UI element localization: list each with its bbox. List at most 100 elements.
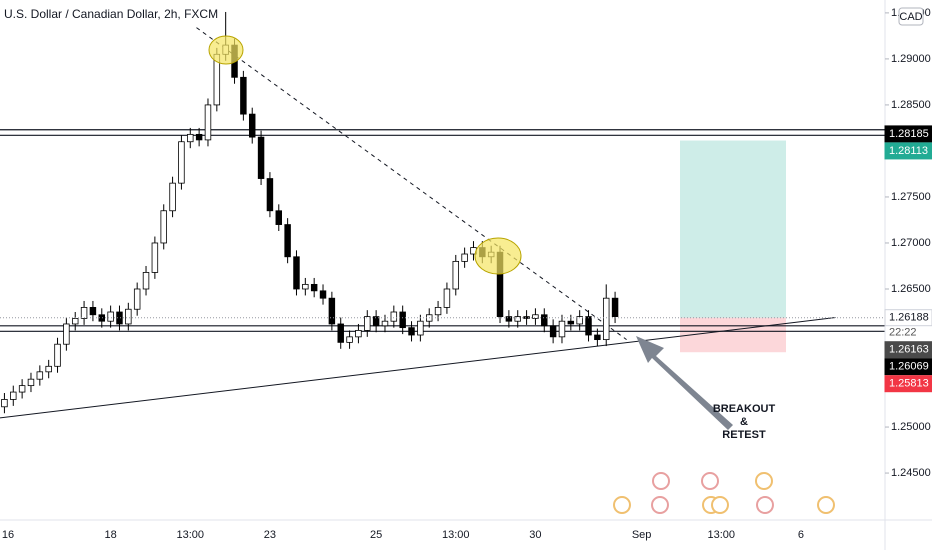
candle-body bbox=[27, 378, 35, 387]
price-label-box bbox=[884, 341, 932, 359]
candle-body bbox=[1, 399, 8, 408]
x-tick-label: 30 bbox=[529, 529, 541, 541]
candle-body bbox=[585, 316, 592, 336]
price-label-box bbox=[884, 142, 932, 160]
candle-body bbox=[18, 385, 26, 393]
candle-body bbox=[541, 314, 548, 327]
x-tick-label: Sep bbox=[632, 529, 652, 541]
candle-body bbox=[381, 320, 389, 327]
candle-body bbox=[284, 224, 291, 258]
candle-body bbox=[257, 136, 265, 179]
y-tick-label: 1.29000 bbox=[891, 53, 931, 65]
countdown: 22:22 bbox=[889, 327, 917, 339]
plot-area bbox=[0, 11, 885, 419]
candle-body bbox=[169, 182, 176, 212]
annotation: RETEST bbox=[722, 429, 766, 441]
x-tick-label: 13:00 bbox=[177, 529, 205, 541]
candle-body bbox=[187, 133, 194, 143]
price-label: 1.26163 bbox=[889, 344, 929, 356]
candle-body bbox=[558, 320, 566, 338]
candle-body bbox=[54, 343, 61, 367]
candle-body bbox=[461, 253, 468, 262]
candle-body bbox=[266, 178, 274, 212]
candle-body bbox=[248, 113, 256, 138]
candle-body bbox=[310, 283, 318, 292]
candle-body bbox=[195, 133, 203, 141]
candle-body bbox=[98, 314, 106, 322]
candle-body bbox=[302, 283, 309, 290]
candle-body bbox=[160, 210, 167, 244]
candle-body bbox=[408, 327, 415, 336]
x-tick-label: 13:00 bbox=[708, 529, 736, 541]
candle-body bbox=[204, 104, 212, 141]
y-tick-label: 1.27000 bbox=[891, 237, 931, 249]
candle-body bbox=[372, 316, 380, 327]
candle-body bbox=[107, 311, 114, 322]
y-tick-label: 1.28500 bbox=[891, 99, 931, 111]
candle-body bbox=[319, 290, 327, 299]
y-tick-label: 1.24500 bbox=[891, 467, 931, 479]
candle-body bbox=[549, 325, 557, 338]
candle-body bbox=[337, 323, 344, 343]
candle-body bbox=[45, 365, 52, 373]
candle-body bbox=[417, 320, 424, 336]
candle-body bbox=[364, 316, 371, 331]
price-label: 1.28185 bbox=[889, 128, 929, 140]
chart-title: U.S. Dollar / Canadian Dollar, 2h, FXCM bbox=[4, 7, 218, 21]
candle-body bbox=[116, 311, 123, 325]
candle-body bbox=[63, 323, 70, 345]
candle-body bbox=[355, 330, 362, 338]
candle-body bbox=[133, 288, 141, 310]
currency-badge[interactable] bbox=[898, 7, 924, 26]
price-label-box bbox=[884, 375, 932, 393]
candle-body bbox=[89, 306, 97, 316]
candle-body bbox=[275, 210, 283, 225]
candle-body bbox=[602, 297, 610, 341]
y-tick-label: 1.27500 bbox=[891, 191, 931, 203]
candle-body bbox=[452, 260, 460, 290]
y-tick-label: 1.26500 bbox=[891, 283, 931, 295]
candle-body bbox=[328, 297, 336, 325]
candle-body bbox=[125, 308, 132, 325]
price-label-box bbox=[884, 358, 932, 376]
highlight bbox=[474, 237, 522, 275]
arrow bbox=[636, 336, 733, 430]
candle-body bbox=[567, 320, 575, 325]
candle-body bbox=[576, 316, 583, 325]
candle-body bbox=[523, 316, 530, 319]
candle-body bbox=[346, 336, 353, 343]
x-tick-label: 16 bbox=[2, 529, 14, 541]
candle-body bbox=[505, 316, 513, 322]
candle-body bbox=[10, 391, 17, 400]
target-zone bbox=[680, 140, 786, 318]
price-label: 1.26069 bbox=[889, 361, 929, 373]
candle-body bbox=[151, 242, 159, 273]
candle-body bbox=[594, 334, 601, 341]
candle-body bbox=[36, 371, 44, 380]
price-label: 1.26188 bbox=[889, 312, 929, 324]
candle-body bbox=[443, 288, 451, 308]
candle-body bbox=[240, 76, 247, 115]
y-tick-label: 1.25000 bbox=[891, 421, 931, 433]
x-tick-label: 6 bbox=[798, 529, 804, 541]
x-tick-label: 13:00 bbox=[442, 529, 470, 541]
price-label-box bbox=[884, 309, 932, 327]
candle-body bbox=[514, 316, 521, 322]
stop-zone bbox=[680, 317, 786, 353]
candle-body bbox=[390, 311, 398, 322]
trendline bbox=[0, 317, 836, 419]
annotation: & bbox=[740, 416, 748, 428]
trendline bbox=[196, 27, 627, 341]
candle-body bbox=[178, 141, 185, 184]
currency: CAD bbox=[899, 11, 922, 23]
price-label: 1.28113 bbox=[889, 145, 928, 157]
candle-body bbox=[532, 314, 539, 319]
price-label-box bbox=[884, 125, 932, 143]
x-tick-label: 25 bbox=[370, 529, 382, 541]
candle-body bbox=[142, 272, 150, 290]
candle-body bbox=[434, 306, 442, 316]
candle-body bbox=[611, 297, 619, 318]
